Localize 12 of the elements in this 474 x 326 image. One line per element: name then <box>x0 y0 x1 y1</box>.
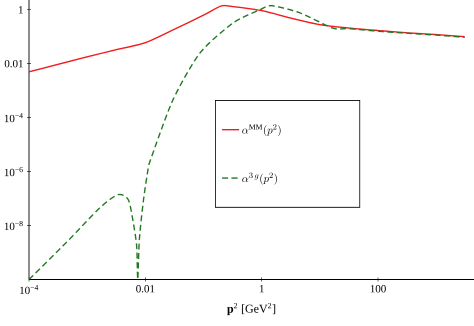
x-tick-label: 0.01 <box>136 285 154 292</box>
x-tick-label: 1 <box>260 285 264 292</box>
legend-label: $\alpha^{\mathrm{MM}}(p^{2})$ <box>242 124 281 136</box>
x-axis-title: p$^{2}$ [GeV$^{2}$] <box>227 302 276 316</box>
y-tick-label: 10$^{−8}$ <box>4 220 23 230</box>
x-tick-label: 100 <box>370 285 386 292</box>
y-tick-label: 10$^{−4}$ <box>4 113 23 122</box>
y-tick-label: 1 <box>18 6 23 14</box>
legend-label: $\alpha^{3\,g}(p^{2})$ <box>242 172 277 185</box>
y-tick-label: 10$^{−6}$ <box>4 167 23 176</box>
y-tick-label: 0.01 <box>4 60 23 68</box>
x-tick-label: 10$^{−4}$ <box>20 285 38 294</box>
